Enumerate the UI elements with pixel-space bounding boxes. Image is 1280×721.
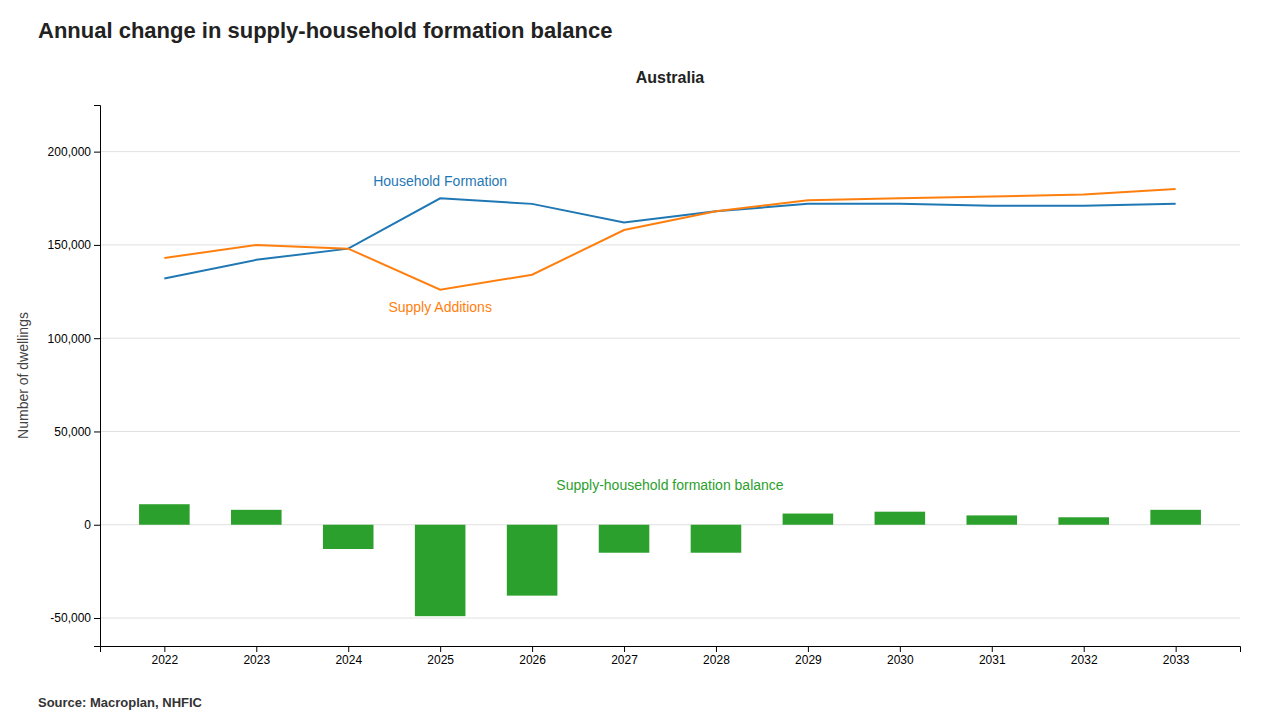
bar — [966, 515, 1017, 524]
y-tick-mark — [94, 152, 100, 153]
x-tick-mark — [164, 646, 165, 652]
subtitle: Australia — [636, 69, 705, 86]
x-tick: 2033 — [1163, 646, 1190, 667]
x-axis: 2022 2023 2024 2025 2026 2027 2028 2029 2030 2031… — [101, 646, 1241, 667]
y-tick: 50,000 — [54, 425, 100, 439]
y-tick: 100,000 — [48, 332, 100, 346]
y-tick: 200,000 — [48, 145, 100, 159]
x-tick-label: 2022 — [152, 653, 179, 667]
x-tick-label: 2023 — [243, 653, 270, 667]
series-label: Household Formation — [373, 173, 507, 189]
y-tick-mark — [94, 245, 100, 246]
x-tick: 2029 — [795, 646, 822, 667]
x-tick-mark — [1176, 646, 1177, 652]
bar — [323, 525, 374, 549]
x-tick-mark — [532, 646, 533, 652]
y-tick-label: 0 — [84, 518, 91, 532]
line — [164, 189, 1175, 290]
x-tick-label: 2028 — [703, 653, 730, 667]
x-tick-label: 2031 — [979, 653, 1006, 667]
x-tick-mark — [808, 646, 809, 652]
x-tick: 2031 — [979, 646, 1006, 667]
x-tick-label: 2027 — [611, 653, 638, 667]
x-tick-mark — [348, 646, 349, 652]
grid-line — [100, 618, 1240, 619]
plot-area — [139, 189, 1201, 616]
x-tick-label: 2032 — [1071, 653, 1098, 667]
bar — [139, 504, 190, 525]
x-tick: 2028 — [703, 646, 730, 667]
bar — [783, 514, 834, 525]
source: Source: Macroplan, NHFIC — [38, 695, 203, 710]
bar — [1058, 517, 1109, 524]
x-tick: 2025 — [427, 646, 454, 667]
y-tick-label: 100,000 — [48, 332, 92, 346]
bar-series — [139, 504, 1201, 616]
series-label: Supply Additions — [388, 299, 492, 315]
series-labels: Household Formation Supply Additions Suppl… — [373, 173, 784, 493]
x-tick-label: 2026 — [519, 653, 546, 667]
x-tick-mark — [716, 646, 717, 652]
x-tick: 2022 — [152, 646, 179, 667]
x-tick: 2023 — [243, 646, 270, 667]
bar — [599, 525, 650, 553]
grid — [100, 152, 1240, 618]
bar — [1150, 510, 1201, 525]
y-axis: 200,000 150,000 100,000 50,000 0 -50,000 — [48, 106, 101, 647]
bar — [231, 510, 282, 525]
x-tick: 2030 — [887, 646, 914, 667]
x-tick-label: 2025 — [427, 653, 454, 667]
x-tick-mark — [440, 646, 441, 652]
x-tick-mark — [900, 646, 901, 652]
x-tick-label: 2030 — [887, 653, 914, 667]
grid-line — [100, 431, 1240, 432]
x-tick: 2026 — [519, 646, 546, 667]
title: Annual change in supply-household format… — [38, 18, 613, 43]
x-tick-mark — [256, 646, 257, 652]
series-label: Supply-household formation balance — [556, 477, 783, 493]
y-tick-label: 200,000 — [48, 145, 92, 159]
x-tick: 2027 — [611, 646, 638, 667]
y-tick-label: -50,000 — [50, 611, 91, 625]
x-tick: 2032 — [1071, 646, 1098, 667]
x-tick-mark — [624, 646, 625, 652]
y-axis-title: Number of dwellings — [15, 312, 31, 439]
y-axis-line — [94, 106, 101, 647]
chart: 2022 2023 2024 2025 2026 2027 2028 2029 2030 2031… — [0, 0, 1280, 721]
y-tick: 150,000 — [48, 238, 100, 252]
y-tick-mark — [94, 525, 100, 526]
y-tick-mark — [94, 431, 100, 432]
x-tick-label: 2033 — [1163, 653, 1190, 667]
x-tick-label: 2029 — [795, 653, 822, 667]
x-tick-label: 2024 — [335, 653, 362, 667]
grid-line — [100, 338, 1240, 339]
grid-line — [100, 151, 1240, 152]
x-tick: 2024 — [335, 646, 362, 667]
y-tick: 0 — [84, 518, 100, 532]
line — [164, 198, 1175, 278]
bar — [691, 525, 742, 553]
bar — [415, 525, 466, 616]
y-tick-label: 150,000 — [48, 238, 92, 252]
y-tick-label: 50,000 — [54, 425, 91, 439]
x-axis-line — [101, 647, 1241, 653]
bar — [507, 525, 558, 596]
y-tick-mark — [94, 618, 100, 619]
y-tick-mark — [94, 338, 100, 339]
x-tick-mark — [1084, 646, 1085, 652]
y-tick: -50,000 — [50, 611, 100, 625]
x-tick-mark — [992, 646, 993, 652]
bar — [875, 512, 926, 525]
